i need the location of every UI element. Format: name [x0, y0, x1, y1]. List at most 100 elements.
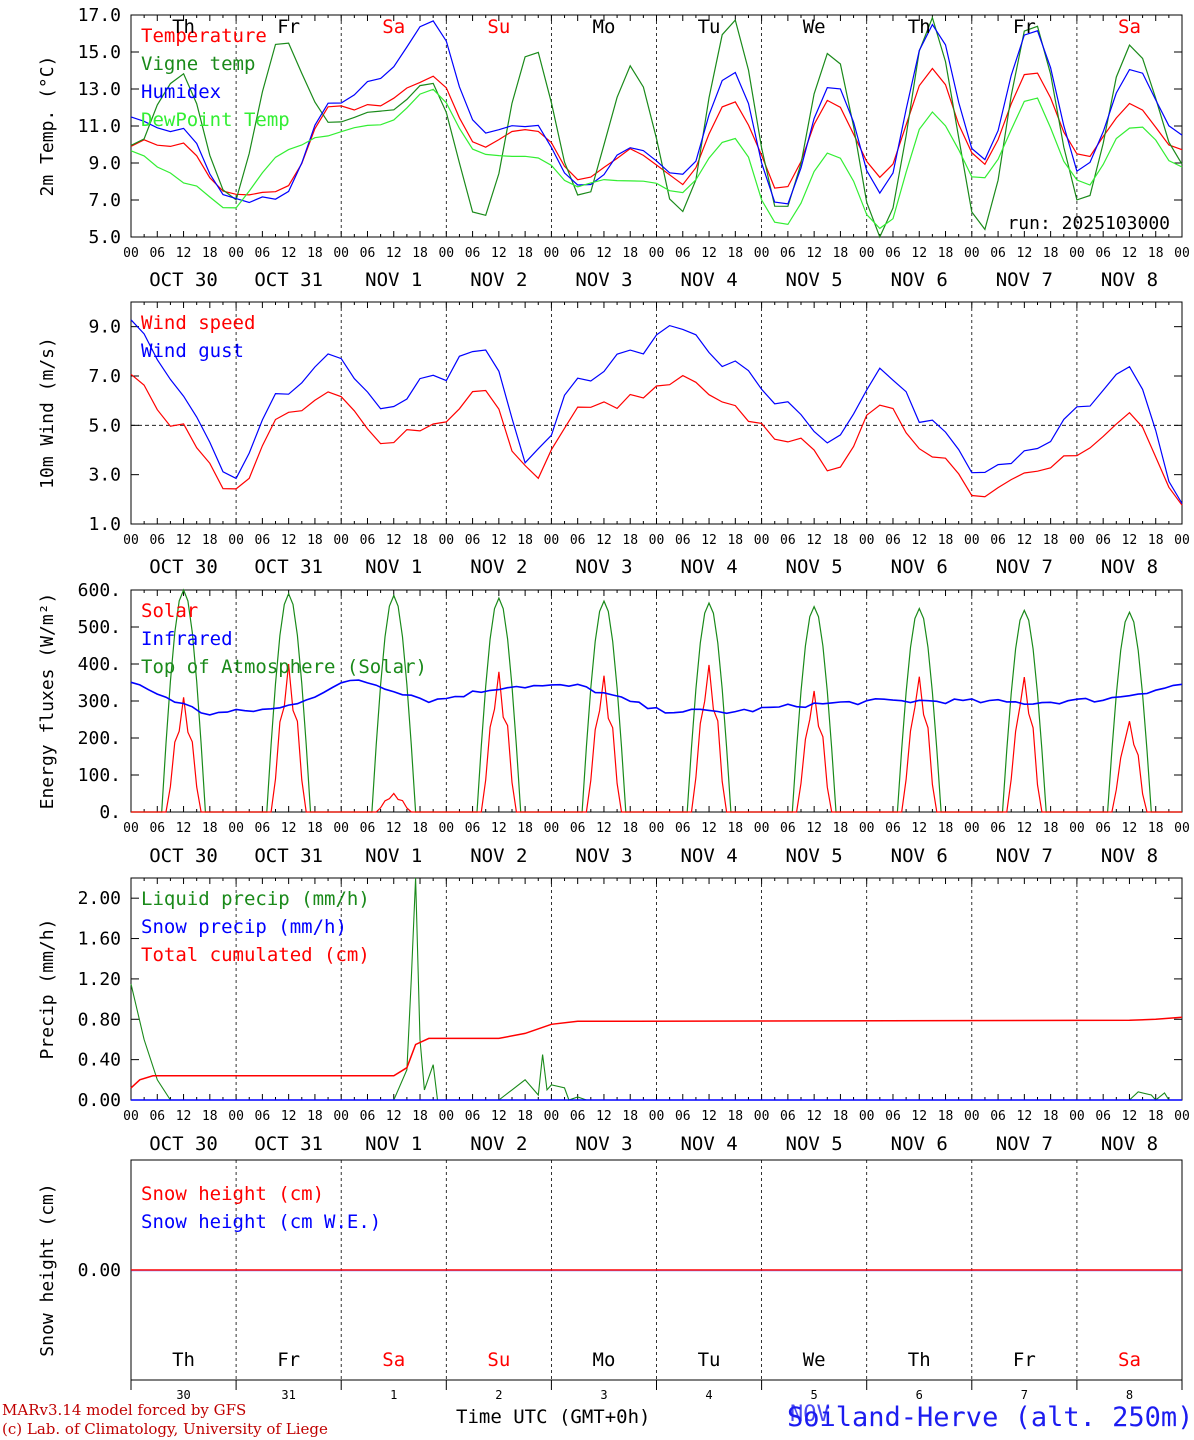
hour-label: 06 — [780, 1109, 796, 1124]
hour-label: 00 — [228, 1109, 244, 1124]
hour-label: 18 — [307, 533, 323, 548]
date-label: NOV 5 — [786, 1133, 843, 1155]
series-solar — [131, 664, 1182, 813]
series-total-cumulated — [130, 1016, 1183, 1089]
legend-infrared: Infrared — [141, 628, 233, 650]
hour-label: 06 — [1095, 1109, 1111, 1124]
date-label: NOV 4 — [680, 556, 737, 578]
date-label: NOV 4 — [680, 269, 737, 291]
weekday-label-bottom: Su — [487, 1349, 510, 1371]
hour-label: 00 — [649, 821, 665, 836]
weekday-label-bottom: Sa — [382, 1349, 405, 1371]
hour-label: 18 — [833, 1109, 849, 1124]
hour-label: 18 — [622, 533, 638, 548]
weekday-label-bottom: We — [803, 1349, 826, 1371]
weekday-label: Mo — [593, 16, 616, 38]
hour-label: 12 — [281, 821, 297, 836]
hour-label: 00 — [1069, 246, 1085, 261]
hour-label: 18 — [1148, 246, 1164, 261]
hour-label: 06 — [149, 1109, 165, 1124]
hour-label: 18 — [412, 821, 428, 836]
hour-label: 18 — [517, 1109, 533, 1124]
hour-label: 12 — [911, 533, 927, 548]
hour-label: 00 — [754, 1109, 770, 1124]
legend-vigne-temp: Vigne temp — [141, 53, 255, 75]
y-tick-label: 2.00 — [78, 888, 121, 909]
y-tick-label: 1.0 — [88, 514, 121, 535]
hour-label: 06 — [780, 246, 796, 261]
hour-label: 12 — [806, 246, 822, 261]
date-label: NOV 1 — [365, 269, 422, 291]
hour-label: 00 — [438, 246, 454, 261]
hour-label: 12 — [596, 1109, 612, 1124]
y-axis-label: 2m Temp. (°C) — [37, 56, 58, 197]
hour-label: 18 — [1043, 821, 1059, 836]
hour-label: 18 — [202, 533, 218, 548]
hour-label: 18 — [938, 821, 954, 836]
hour-label: 18 — [727, 246, 743, 261]
day-number-label: 3 — [600, 1388, 607, 1402]
hour-label: 12 — [1017, 246, 1033, 261]
hour-label: 18 — [412, 246, 428, 261]
date-label: NOV 5 — [786, 845, 843, 867]
hour-label: 12 — [1122, 1109, 1138, 1124]
date-label: NOV 6 — [891, 556, 948, 578]
hour-label: 00 — [964, 1109, 980, 1124]
y-tick-label: 5.0 — [88, 227, 121, 248]
hour-label: 00 — [544, 1109, 560, 1124]
date-label: NOV 8 — [1101, 556, 1158, 578]
hour-label: 00 — [544, 821, 560, 836]
date-label: NOV 6 — [891, 269, 948, 291]
weekday-label: Sa — [1118, 16, 1141, 38]
hour-label: 06 — [255, 533, 271, 548]
hour-label: 00 — [649, 1109, 665, 1124]
hour-label: 06 — [465, 246, 481, 261]
date-label: NOV 8 — [1101, 269, 1158, 291]
date-label: NOV 1 — [365, 1133, 422, 1155]
series-infrared — [130, 679, 1183, 716]
legend-snow-precip-mm-h-: Snow precip (mm/h) — [141, 916, 347, 938]
weekday-label-bottom: Sa — [1118, 1349, 1141, 1371]
hour-label: 18 — [1043, 533, 1059, 548]
hour-label: 12 — [176, 1109, 192, 1124]
hour-label: 06 — [149, 821, 165, 836]
hour-label: 00 — [544, 533, 560, 548]
hour-label: 06 — [360, 246, 376, 261]
hour-label: 12 — [1017, 533, 1033, 548]
hour-label: 18 — [1043, 246, 1059, 261]
hour-label: 12 — [491, 821, 507, 836]
hour-label: 18 — [1043, 1109, 1059, 1124]
hour-label: 00 — [859, 1109, 875, 1124]
hour-label: 06 — [570, 1109, 586, 1124]
weekday-label: Fr — [277, 16, 300, 38]
hour-label: 12 — [1017, 821, 1033, 836]
hour-label: 18 — [727, 1109, 743, 1124]
hour-label: 00 — [123, 246, 139, 261]
hour-label: 06 — [675, 246, 691, 261]
day-number-label: 6 — [916, 1388, 923, 1402]
hour-label: 12 — [701, 1109, 717, 1124]
hour-label: 06 — [990, 246, 1006, 261]
y-tick-label: 0.00 — [78, 1260, 121, 1281]
day-number-label: 4 — [705, 1388, 712, 1402]
legend-wind-gust: Wind gust — [141, 340, 244, 362]
hour-label: 00 — [859, 821, 875, 836]
date-label: OCT 30 — [149, 845, 218, 867]
hour-label: 12 — [176, 821, 192, 836]
date-label: OCT 31 — [254, 269, 323, 291]
hour-label: 06 — [570, 533, 586, 548]
series-vigne-temp — [130, 15, 1183, 239]
y-tick-label: 5.0 — [88, 415, 121, 436]
hour-label: 18 — [622, 1109, 638, 1124]
y-tick-label: 0.80 — [78, 1009, 121, 1030]
y-tick-label: 0. — [99, 802, 121, 823]
y-tick-label: 7.0 — [88, 366, 121, 387]
hour-label: 00 — [649, 246, 665, 261]
hour-label: 00 — [754, 246, 770, 261]
hour-label: 00 — [1174, 821, 1190, 836]
hour-label: 06 — [885, 821, 901, 836]
weekday-label-bottom: Fr — [1013, 1349, 1036, 1371]
y-tick-label: 9.0 — [88, 317, 121, 338]
hour-label: 12 — [491, 246, 507, 261]
day-number-label: 30 — [176, 1388, 190, 1402]
